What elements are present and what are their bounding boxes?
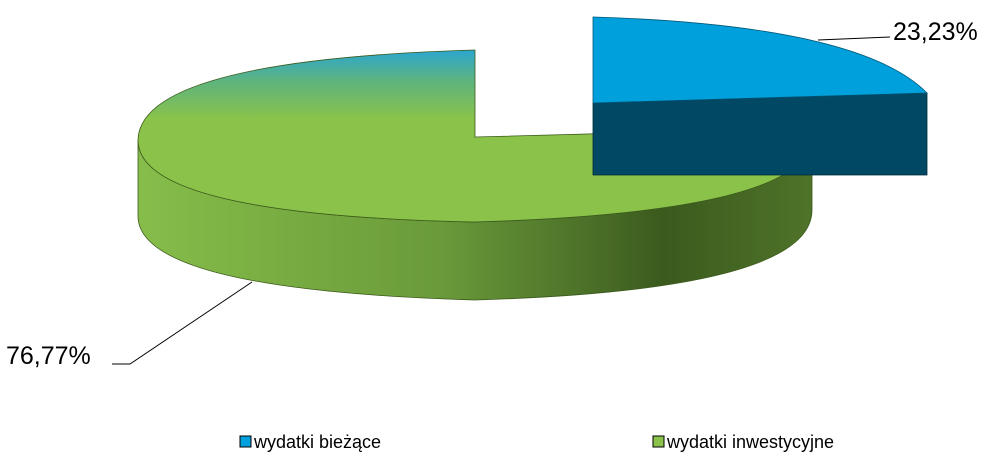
- legend-item-wydatki-biezace: wydatki bieżące: [239, 432, 381, 452]
- leader-line-wydatki-inwestycyjne: [112, 281, 253, 365]
- slice-wydatki-inwestycyjne-top: [137, 49, 813, 223]
- data-label-wydatki-biezace: 23,23%: [893, 18, 978, 46]
- slice-wydatki-biezace-top: [592, 16, 928, 104]
- legend-swatch-wydatki-biezace: [239, 435, 252, 448]
- slice-wydatki-inwestycyjne: [137, 49, 813, 301]
- legend-label-wydatki-inwestycyjne: wydatki inwestycyjne: [666, 432, 834, 452]
- leader-line-wydatki-biezace: [817, 36, 891, 41]
- legend-label-wydatki-biezace: wydatki bieżące: [253, 432, 381, 452]
- legend-item-wydatki-inwestycyjne: wydatki inwestycyjne: [652, 432, 834, 452]
- data-label-wydatki-inwestycyjne: 76,77%: [6, 342, 91, 370]
- slice-wydatki-biezace: [592, 16, 928, 176]
- slice-wydatki-biezace-side: [592, 92, 928, 176]
- legend-swatch-wydatki-inwestycyjne: [652, 435, 665, 448]
- legend: wydatki bieżące wydatki inwestycyjne: [239, 432, 834, 452]
